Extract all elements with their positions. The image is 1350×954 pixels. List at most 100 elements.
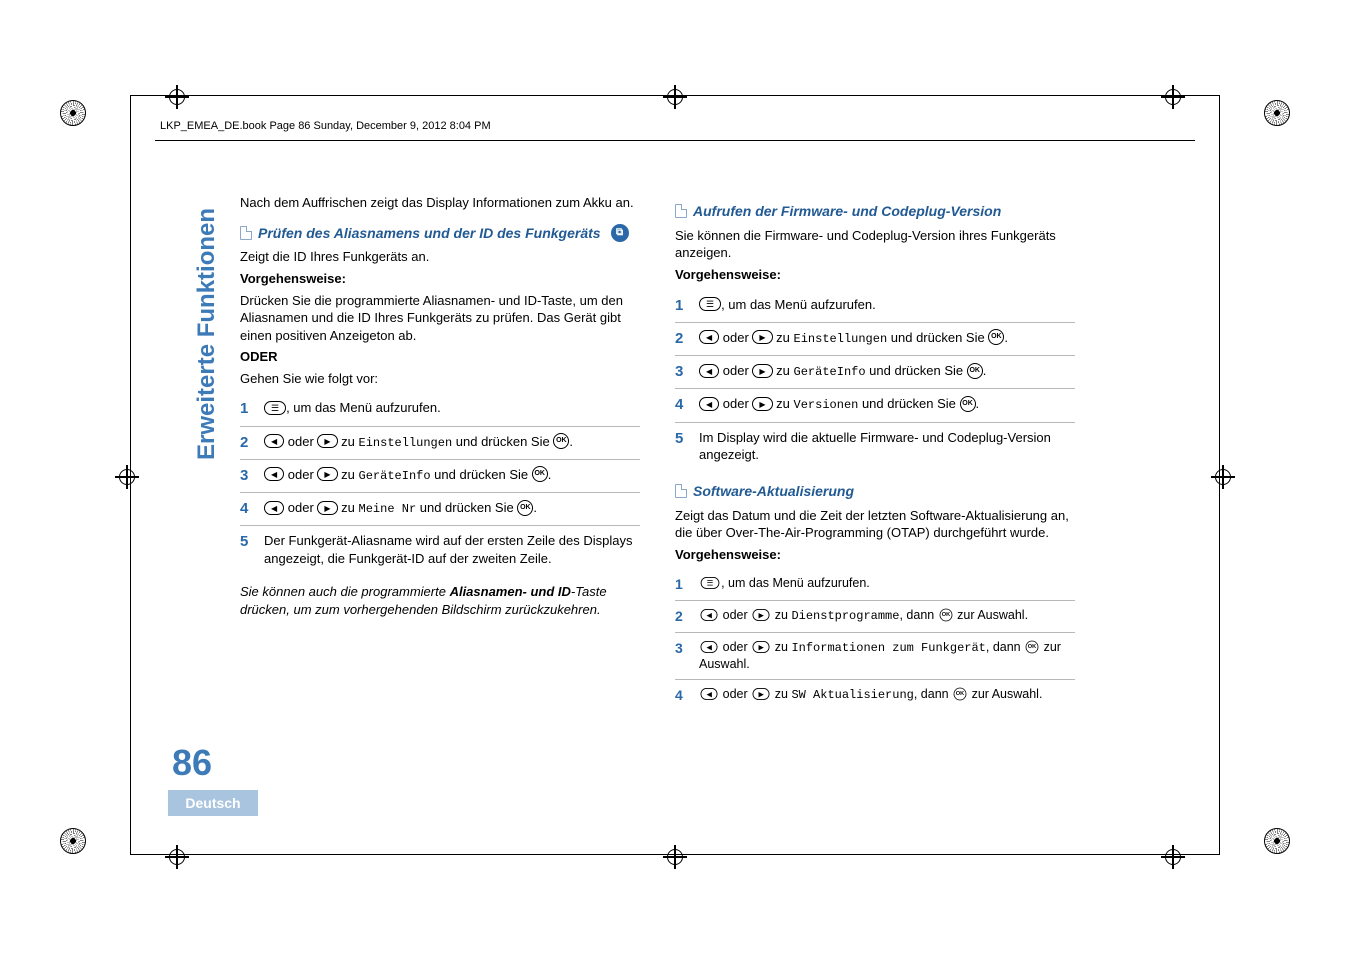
step-number: 5 <box>240 532 254 552</box>
document-icon <box>675 204 687 218</box>
step: 2 oder zu Einstellungen und drücken Sie … <box>240 427 640 460</box>
menu-item: GeräteInfo <box>359 469 431 483</box>
ok-button-icon: OK <box>988 329 1004 345</box>
header-rule <box>155 140 1195 141</box>
left-button-icon <box>701 641 718 653</box>
menu-button-icon <box>701 577 720 589</box>
right-button-icon <box>317 467 337 481</box>
step-number: 1 <box>675 575 689 594</box>
step-text: , um das Menü aufzurufen. <box>286 400 441 415</box>
menu-item: GeräteInfo <box>794 365 866 379</box>
ok-button-icon: OK <box>553 433 569 449</box>
step-number: 4 <box>675 395 689 415</box>
book-meta: LKP_EMEA_DE.book Page 86 Sunday, Decembe… <box>160 120 491 132</box>
step-text: Der Funkgerät-Aliasname wird auf der ers… <box>264 532 640 567</box>
procedure-steps: 1 , um das Menü aufzurufen. 2 oder zu Ei… <box>675 290 1075 470</box>
step: 1 , um das Menü aufzurufen. <box>240 393 640 426</box>
step-text: Im Display wird die aktuelle Firmware- u… <box>699 429 1075 464</box>
right-column: Aufrufen der Firmware- und Codeplug-Vers… <box>675 190 1075 717</box>
step: 2 oder zu Dienstprogramme, dann OK zur A… <box>675 601 1075 633</box>
ok-button-icon: OK <box>1026 640 1039 653</box>
menu-item: Informationen zum Funkgerät <box>791 641 985 655</box>
registration-mark-icon <box>60 100 86 126</box>
section-title: Software-Aktualisierung <box>693 482 854 501</box>
menu-item: Versionen <box>794 398 859 412</box>
step: 3 oder zu Informationen zum Funkgerät, d… <box>675 633 1075 680</box>
step-number: 2 <box>240 433 254 453</box>
step: 4 oder zu Meine Nr und drücken Sie OK. <box>240 493 640 526</box>
section-title: Prüfen des Aliasnamens und der ID des Fu… <box>258 224 601 243</box>
note-text: Sie können auch die programmierte Aliasn… <box>240 583 640 618</box>
step: 1 , um das Menü aufzurufen. <box>675 290 1075 323</box>
step-number: 3 <box>240 466 254 486</box>
right-button-icon <box>317 501 337 515</box>
step-number: 1 <box>240 399 254 419</box>
ok-button-icon: OK <box>939 608 952 621</box>
left-button-icon <box>699 397 719 411</box>
left-button-icon <box>701 688 718 700</box>
left-button-icon <box>699 364 719 378</box>
procedure-label: Vorgehensweise: <box>675 546 1075 564</box>
body-text: Drücken Sie die programmierte Aliasnamen… <box>240 292 640 345</box>
section-heading-firmware: Aufrufen der Firmware- und Codeplug-Vers… <box>675 202 1075 221</box>
intro-text: Nach dem Auffrischen zeigt das Display I… <box>240 194 640 212</box>
procedure-label: Vorgehensweise: <box>675 266 1075 284</box>
step-text: , um das Menü aufzurufen. <box>721 576 870 590</box>
right-button-icon <box>753 688 770 700</box>
registration-mark-icon <box>1264 100 1290 126</box>
step-number: 1 <box>675 296 689 316</box>
menu-item: Einstellungen <box>359 436 453 450</box>
left-button-icon <box>264 467 284 481</box>
body-text: Zeigt die ID Ihres Funkgeräts an. <box>240 248 640 266</box>
page-number: 86 <box>172 742 212 784</box>
right-button-icon <box>752 364 772 378</box>
step-number: 2 <box>675 607 689 626</box>
crop-mark-icon <box>165 845 189 869</box>
right-button-icon <box>317 434 337 448</box>
ok-button-icon: OK <box>532 466 548 482</box>
step-number: 4 <box>240 499 254 519</box>
left-button-icon <box>264 434 284 448</box>
registration-mark-icon <box>1264 828 1290 854</box>
right-button-icon <box>752 397 772 411</box>
step: 4 oder zu SW Aktualisierung, dann OK zur… <box>675 680 1075 711</box>
ok-button-icon: OK <box>954 687 967 700</box>
menu-button-icon <box>699 297 721 311</box>
step: 5 Im Display wird die aktuelle Firmware-… <box>675 423 1075 470</box>
body-text: Sie können die Firmware- und Codeplug-Ve… <box>675 227 1075 262</box>
procedure-steps: 1 , um das Menü aufzurufen. 2 oder zu Ei… <box>240 393 640 573</box>
step: 3 oder zu GeräteInfo und drücken Sie OK. <box>240 460 640 493</box>
crop-mark-icon <box>165 85 189 109</box>
step-number: 3 <box>675 362 689 382</box>
left-button-icon <box>701 609 718 621</box>
language-tab: Deutsch <box>168 790 258 816</box>
crop-mark-icon <box>1161 845 1185 869</box>
section-tab-title: Erweiterte Funktionen <box>193 208 221 460</box>
feature-badge-icon: ⧉ <box>611 224 629 242</box>
ok-button-icon: OK <box>960 396 976 412</box>
procedure-label: Vorgehensweise: <box>240 270 640 288</box>
procedure-steps: 1 , um das Menü aufzurufen. 2 oder zu Di… <box>675 569 1075 711</box>
step-number: 4 <box>675 686 689 705</box>
crop-mark-icon <box>663 845 687 869</box>
or-label: ODER <box>240 348 640 366</box>
document-icon <box>240 226 252 240</box>
section-heading-alias-id: Prüfen des Aliasnamens und der ID des Fu… <box>240 224 640 243</box>
step: 4 oder zu Versionen und drücken Sie OK. <box>675 389 1075 422</box>
step: 1 , um das Menü aufzurufen. <box>675 569 1075 601</box>
right-button-icon <box>753 641 770 653</box>
ok-button-icon: OK <box>967 363 983 379</box>
step-text: , um das Menü aufzurufen. <box>721 297 876 312</box>
section-title: Aufrufen der Firmware- und Codeplug-Vers… <box>693 202 1001 221</box>
step-number: 3 <box>675 639 689 658</box>
right-button-icon <box>752 330 772 344</box>
body-text: Zeigt das Datum und die Zeit der letzten… <box>675 507 1075 542</box>
step: 2 oder zu Einstellungen und drücken Sie … <box>675 323 1075 356</box>
menu-item: Meine Nr <box>359 502 417 516</box>
body-text: Gehen Sie wie folgt vor: <box>240 370 640 388</box>
crop-mark-icon <box>1161 85 1185 109</box>
crop-mark-icon <box>663 85 687 109</box>
document-icon <box>675 484 687 498</box>
right-button-icon <box>753 609 770 621</box>
crop-mark-icon <box>115 465 139 489</box>
